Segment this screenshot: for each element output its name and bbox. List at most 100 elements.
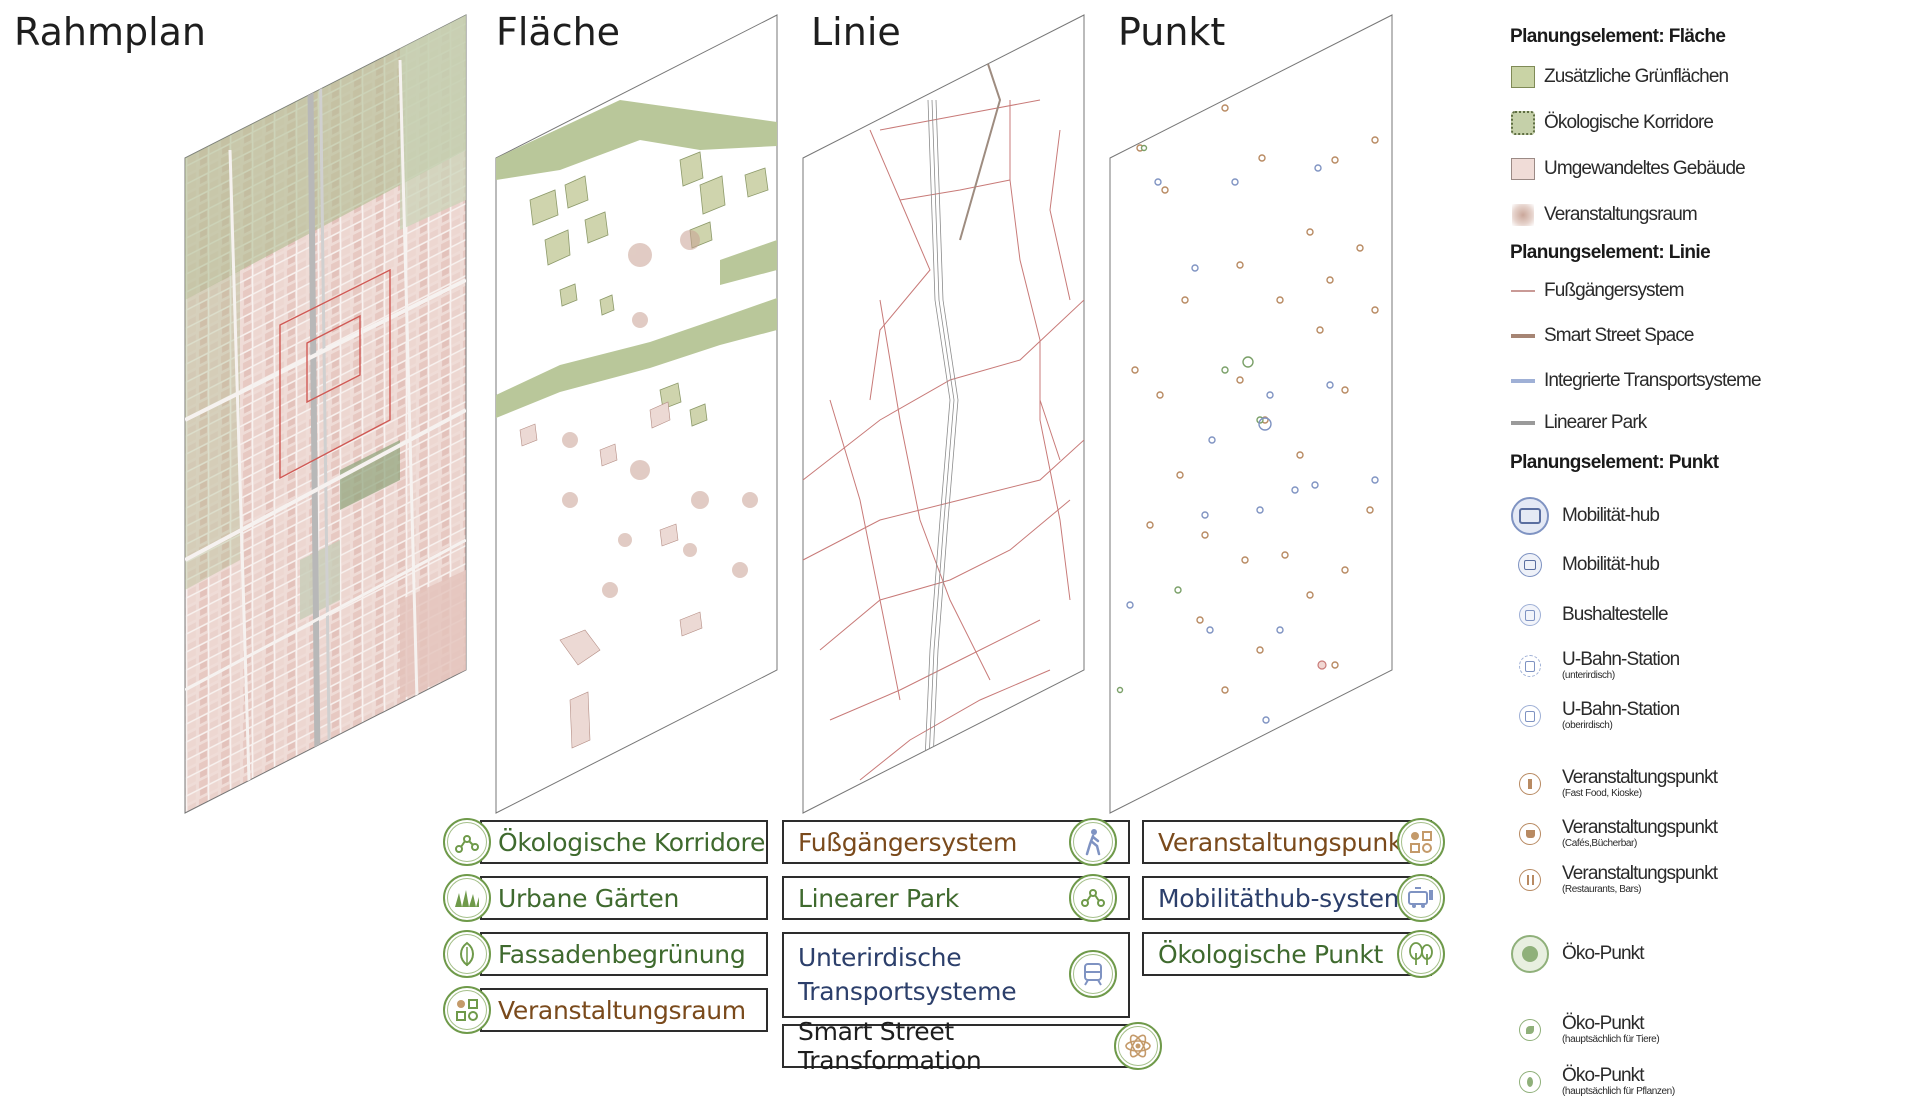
box-smart-street: Smart Street Transformation — [782, 1017, 1130, 1075]
box-event-space: Veranstaltungsraum — [480, 988, 768, 1032]
legend-item: Öko-Punkt (hauptsächlich für Pflanzen) — [1510, 1062, 1675, 1102]
title-rahmplan: Rahmplan — [14, 10, 207, 54]
legend-label: Ökologische Korridore — [1544, 112, 1714, 133]
event-space-swatch — [1510, 203, 1536, 227]
nodes-icon — [1069, 874, 1117, 922]
legend-label: Umgewandeltes Gebäude — [1544, 158, 1746, 179]
grass-icon — [443, 874, 491, 922]
box-urban-gardens: Urbane Gärten — [480, 876, 768, 920]
legend-item: Zusätzliche Grünflächen — [1510, 62, 1729, 92]
legend-item: U-Bahn-Station (oberirdisch) — [1510, 696, 1680, 736]
legend-label: U-Bahn-Station (unterirdisch) — [1562, 649, 1680, 682]
box-label: Ökologische Punkt — [1158, 939, 1384, 969]
legend-label: Veranstaltungspunkt (Restaurants, Bars) — [1562, 863, 1718, 896]
legend-label: Smart Street Space — [1544, 325, 1695, 346]
legend-item: Integrierte Transportsysteme — [1510, 366, 1762, 396]
tram-icon — [1069, 950, 1117, 998]
legend-item: Ökologische Korridore — [1510, 108, 1714, 138]
shapes-icon — [1397, 818, 1445, 866]
eco-point-plants-icon — [1510, 1070, 1550, 1094]
pedestrian-line-swatch — [1510, 279, 1536, 303]
fastfood-icon — [1510, 772, 1550, 796]
box-label: Urbane Gärten — [498, 883, 680, 913]
box-facade-greening: Fassadenbegrünung — [480, 932, 768, 976]
atom-icon — [1114, 1022, 1162, 1070]
box-label: Fassadenbegrünung — [498, 939, 746, 969]
leaf-icon — [443, 930, 491, 978]
trees-icon — [1397, 930, 1445, 978]
mobility-hub-icon — [1510, 553, 1550, 577]
title-punkt: Punkt — [1118, 10, 1226, 54]
legend-label: U-Bahn-Station (oberirdisch) — [1562, 699, 1680, 732]
legend-label: Mobilität-hub — [1562, 505, 1660, 526]
nodes-icon — [443, 818, 491, 866]
building-swatch — [1510, 157, 1536, 181]
green-area-swatch — [1510, 65, 1536, 89]
panel-punkt — [1109, 14, 1393, 814]
legend-item: Mobilität-hub — [1510, 550, 1660, 580]
corridor-swatch — [1510, 111, 1536, 135]
box-label: Veranstaltungspunkt — [1158, 827, 1412, 857]
eco-point-large-icon — [1510, 935, 1550, 973]
legend-label: Öko-Punkt — [1562, 943, 1645, 964]
subway-underground-icon — [1510, 654, 1550, 678]
bus-stop-icon — [1510, 603, 1550, 627]
legend-item: Öko-Punkt (hauptsächlich für Tiere) — [1510, 1010, 1660, 1050]
box-label: Veranstaltungsraum — [498, 995, 746, 1025]
map-content — [185, 15, 466, 813]
eco-point-animals-icon — [1510, 1018, 1550, 1042]
box-ecological-point: Ökologische Punkt — [1142, 932, 1432, 976]
linear-park-line-swatch — [1510, 411, 1536, 435]
legend-item: Linearer Park — [1510, 408, 1647, 438]
mobility-hub-large-icon — [1510, 496, 1550, 536]
box-label: Mobilitäthub-system — [1158, 883, 1408, 913]
legend-label: Öko-Punkt (hauptsächlich für Pflanzen) — [1562, 1065, 1675, 1098]
legend-label: Linearer Park — [1544, 412, 1647, 433]
legend-label: Mobilität-hub — [1562, 554, 1660, 575]
restaurant-icon — [1510, 868, 1550, 892]
shapes-icon — [443, 986, 491, 1034]
legend-item: Veranstaltungspunkt (Restaurants, Bars) — [1510, 860, 1718, 900]
box-event-point: Veranstaltungspunkt — [1142, 820, 1432, 864]
legend-label: Öko-Punkt (hauptsächlich für Tiere) — [1562, 1013, 1660, 1046]
legend-label: Veranstaltungsraum — [1544, 204, 1698, 225]
legend-label: Bushaltestelle — [1562, 604, 1669, 625]
panel-linie — [802, 14, 1085, 814]
legend-header-flaeche: Planungselement: Fläche — [1510, 26, 1726, 47]
smart-street-line-swatch — [1510, 324, 1536, 348]
legend-item: Umgewandeltes Gebäude — [1510, 154, 1746, 184]
box-label: Fußgängersystem — [798, 827, 1018, 857]
legend-item: U-Bahn-Station (unterirdisch) — [1510, 646, 1680, 686]
panel-flaeche — [495, 14, 778, 814]
subway-overground-icon — [1510, 704, 1550, 728]
pedestrian-icon — [1069, 818, 1117, 866]
legend-item: Veranstaltungspunkt (Fast Food, Kioske) — [1510, 764, 1718, 804]
panel-rahmplan — [184, 14, 467, 814]
legend-header-linie: Planungselement: Linie — [1510, 242, 1711, 263]
title-linie: Linie — [811, 10, 901, 54]
box-label: Ökologische Korridore — [498, 827, 766, 857]
legend-item: Smart Street Space — [1510, 321, 1695, 351]
legend-label: Integrierte Transportsysteme — [1544, 370, 1762, 391]
box-mobility-hub-system: Mobilitäthub-system — [1142, 876, 1432, 920]
transport-line-swatch — [1510, 369, 1536, 393]
legend-label: Zusätzliche Grünflächen — [1544, 66, 1729, 87]
title-flaeche: Fläche — [496, 10, 621, 54]
legend-label: Veranstaltungspunkt (Cafés,Bücherbar) — [1562, 817, 1718, 850]
cafe-icon — [1510, 822, 1550, 846]
legend-item: Mobilität-hub — [1510, 496, 1660, 536]
legend-item: Fußgängersystem — [1510, 276, 1685, 306]
box-ecological-corridors: Ökologische Korridore — [480, 820, 768, 864]
box-label: Unterirdische Transportsysteme — [798, 943, 1017, 1006]
legend-label: Fußgängersystem — [1544, 280, 1685, 301]
box-label: Linearer Park — [798, 883, 959, 913]
legend-label: Veranstaltungspunkt (Fast Food, Kioske) — [1562, 767, 1718, 800]
legend-item: Veranstaltungsraum — [1510, 200, 1698, 230]
legend-item: Öko-Punkt — [1510, 934, 1645, 974]
bus-charger-icon — [1397, 874, 1445, 922]
legend-header-punkt: Planungselement: Punkt — [1510, 452, 1719, 473]
legend-item: Bushaltestelle — [1510, 600, 1669, 630]
box-label: Smart Street Transformation — [798, 1017, 982, 1075]
legend-item: Veranstaltungspunkt (Cafés,Bücherbar) — [1510, 814, 1718, 854]
